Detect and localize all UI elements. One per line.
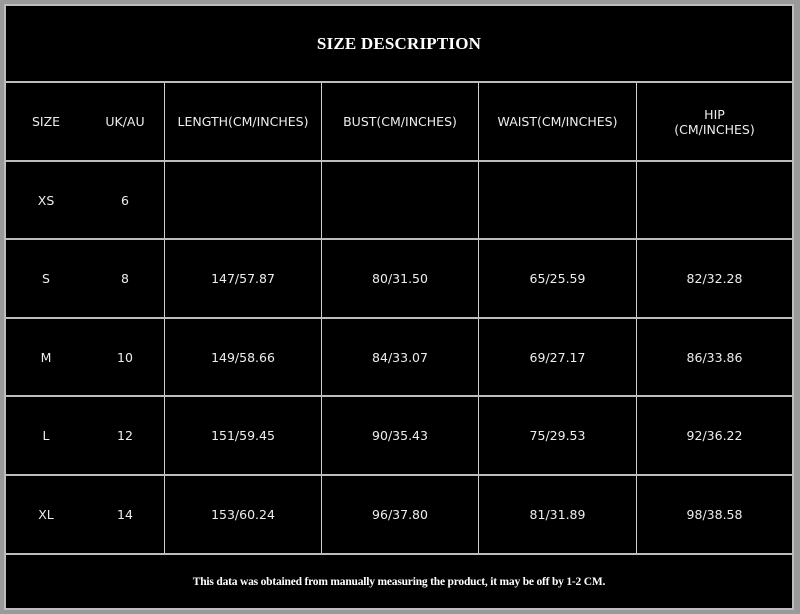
footer-note: This data was obtained from manually mea… (192, 575, 606, 588)
table-cell: XS (37, 192, 55, 208)
table-row: XS 6 (6, 162, 792, 240)
table-cell: S (42, 271, 50, 286)
table-cell: L (42, 428, 50, 443)
table-cell: 147/57.87 (164, 240, 321, 317)
table-cell (321, 162, 478, 238)
table-cell: 10 (117, 349, 133, 365)
column-header: UK/AU (105, 114, 145, 129)
column-header: BUST(CM/INCHES) (321, 83, 478, 160)
table-row: XL 14 153/60.24 96/37.80 81/31.89 98/38.58 (6, 476, 792, 555)
table-cell: 98/38.58 (636, 476, 792, 553)
table-cell: XL (38, 507, 54, 522)
table-cell: 69/27.17 (478, 319, 636, 395)
table-cell: 80/31.50 (321, 240, 478, 317)
table-cell: 90/35.43 (321, 397, 478, 474)
table-cell: 92/36.22 (636, 397, 792, 474)
column-header: LENGTH(CM/INCHES) (164, 83, 321, 160)
table-cell (636, 162, 792, 238)
table-cell: 65/25.59 (478, 240, 636, 317)
table-cell: 151/59.45 (164, 397, 321, 474)
table-cell: 86/33.86 (636, 319, 792, 395)
table-cell: 153/60.24 (164, 476, 321, 553)
table-cell: 96/37.80 (321, 476, 478, 553)
table-cell: 81/31.89 (478, 476, 636, 553)
column-header: HIP (CM/INCHES) (636, 83, 792, 160)
table-cell (164, 162, 321, 238)
table-cell: 84/33.07 (321, 319, 478, 395)
table-cell (478, 162, 636, 238)
table-cell: 8 (121, 271, 129, 286)
table-row: L 12 151/59.45 90/35.43 75/29.53 92/36.22 (6, 397, 792, 476)
size-chart: SIZE DESCRIPTION SIZE UK/AU LENGTH(CM/INCH… (4, 4, 794, 610)
table-row: S 8 147/57.87 80/31.50 65/25.59 82/32.28 (6, 240, 792, 319)
table-cell: 14 (117, 507, 133, 522)
column-header: WAIST(CM/INCHES) (478, 83, 636, 160)
table-cell: M (40, 349, 52, 365)
chart-title: SIZE DESCRIPTION (6, 6, 792, 83)
table-cell: 149/58.66 (164, 319, 321, 395)
table-cell: 12 (117, 428, 133, 443)
header-row: SIZE UK/AU LENGTH(CM/INCHES) BUST(CM/INCHES… (6, 83, 792, 162)
column-header: SIZE (31, 114, 61, 129)
table-cell: 6 (121, 192, 129, 208)
table-cell: 75/29.53 (478, 397, 636, 474)
table-row: M 10 149/58.66 84/33.07 69/27.17 86/33.86 (6, 319, 792, 397)
table-cell: 82/32.28 (636, 240, 792, 317)
